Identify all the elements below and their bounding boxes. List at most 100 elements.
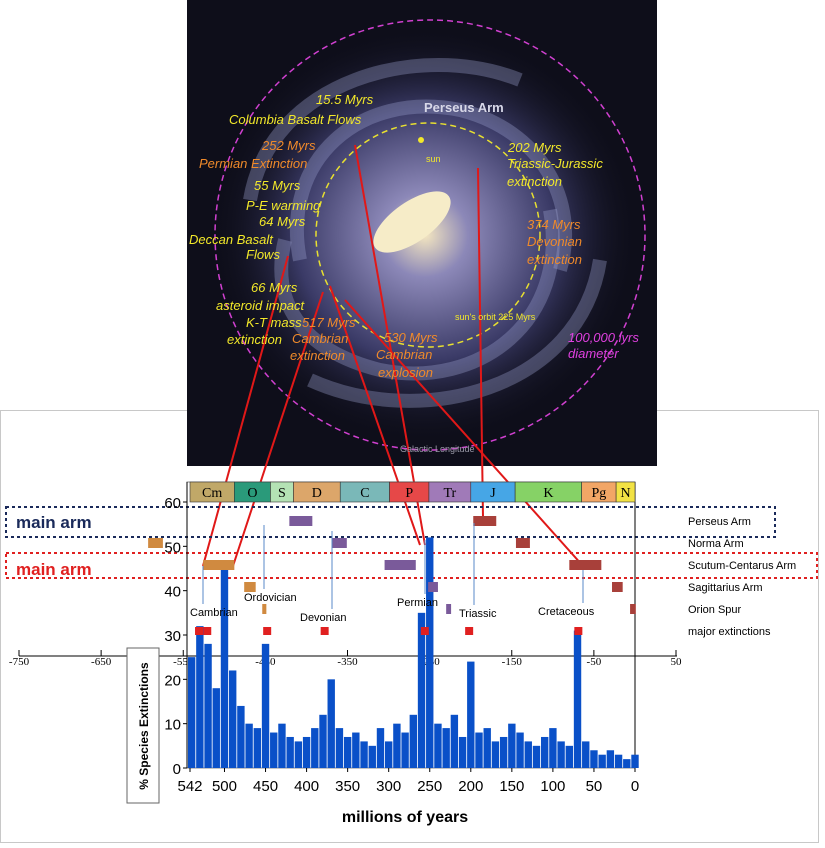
bar [549, 728, 557, 768]
x-tick-label: 300 [376, 778, 401, 795]
y-tick-label: 0 [173, 761, 181, 778]
main-arm-box [5, 506, 776, 538]
bar [253, 728, 262, 768]
arm-segment [428, 582, 438, 592]
arm-segment [262, 604, 267, 614]
x-tick-label: 200 [458, 778, 483, 795]
extinction-marker [195, 627, 204, 635]
y-tick-label: 40 [164, 584, 181, 601]
y-tick-label: 30 [164, 628, 181, 645]
bar [450, 714, 459, 768]
period-label: Pg [591, 486, 606, 501]
x-tick-label: 0 [631, 778, 639, 795]
galaxy-label: Flows [246, 247, 280, 262]
x2-tick-label: -50 [587, 656, 602, 668]
arm-segment [384, 560, 416, 570]
galaxy-label: Triassic-Jurassic [507, 156, 603, 171]
galaxy-label: Columbia Basalt Flows [229, 112, 362, 127]
bar [540, 736, 549, 768]
bar [196, 626, 204, 768]
bar [565, 745, 574, 768]
bar [582, 741, 590, 768]
bar [261, 643, 270, 768]
bar [557, 741, 565, 768]
y-axis-label: % Species Extinctions [137, 662, 151, 790]
bar [491, 741, 500, 768]
arm-segment [515, 538, 530, 548]
extinction-marker [263, 627, 272, 635]
x-tick-label: 350 [335, 778, 360, 795]
galaxy-label: 55 Myrs [254, 178, 301, 193]
link-lines [202, 144, 584, 567]
x2-tick-label: 50 [671, 656, 683, 668]
bar [343, 736, 352, 768]
x-tick-label: 250 [417, 778, 442, 795]
bar [360, 741, 368, 768]
legend-label: Perseus Arm [688, 516, 751, 528]
extinction-marker [465, 627, 474, 635]
bar [508, 723, 516, 768]
galaxy-label: diameter [568, 346, 619, 361]
galaxy-label: 530 Myrs [384, 330, 438, 345]
y-tick-label: 20 [164, 672, 181, 689]
galaxy-label: 15.5 Myrs [316, 92, 374, 107]
bar [606, 750, 615, 768]
galaxy-label: 374 Myrs [527, 217, 581, 232]
bar [384, 741, 393, 768]
y-tick-label: 60 [164, 495, 181, 512]
bar [524, 741, 532, 768]
bar [532, 745, 541, 768]
bar [335, 728, 344, 768]
bar [368, 745, 376, 768]
bar [409, 714, 418, 768]
bar [442, 728, 450, 768]
bar [417, 612, 426, 768]
bar [598, 754, 606, 768]
period-label: N [620, 486, 630, 501]
legend-label: Scutum-Centarus Arm [688, 560, 796, 572]
annotation: Permian [397, 597, 438, 609]
galaxy-label: extinction [527, 252, 582, 267]
period-label: J [490, 486, 496, 501]
galaxy-label: Cambrian [376, 347, 432, 362]
x2-tick-label: -350 [337, 656, 358, 668]
arm-segment [473, 516, 497, 526]
bar [319, 714, 327, 768]
bar [434, 723, 442, 768]
period-label: D [312, 486, 322, 501]
bar [302, 736, 311, 768]
bar [393, 723, 401, 768]
bar [212, 688, 220, 768]
bar [376, 728, 385, 768]
bar [270, 732, 278, 768]
galaxy-label: Deccan Basalt [189, 232, 274, 247]
annotation: Cretaceous [538, 606, 595, 618]
arm-segment [446, 604, 452, 614]
bar [499, 736, 508, 768]
period-label: K [543, 486, 553, 501]
y-tick-label: 10 [164, 717, 181, 734]
main-arm-box [5, 552, 818, 579]
galaxy-label: 252 Myrs [261, 138, 316, 153]
galaxy-label: Permian Extinction [199, 156, 307, 171]
x2-tick-label: -150 [502, 656, 523, 668]
bar [352, 732, 360, 768]
x-axis-label: millions of years [342, 809, 468, 826]
bar [623, 759, 631, 768]
bar [327, 679, 335, 768]
galaxy-label: explosion [378, 365, 433, 380]
galaxy-label: extinction [290, 348, 345, 363]
period-label: O [247, 486, 257, 501]
galaxy-label: P-E warming [246, 198, 321, 213]
arm-label: main arm [16, 513, 92, 532]
period-label: P [405, 486, 413, 501]
bar [311, 728, 319, 768]
period-label: S [278, 486, 286, 501]
arm-segment [569, 560, 602, 570]
annotation: Cambrian [190, 607, 238, 619]
extinction-marker [320, 627, 329, 635]
legend-label: major extinctions [688, 626, 771, 638]
galaxy-label: 517 Myrs [302, 315, 356, 330]
galaxy-label: 66 Myrs [251, 280, 298, 295]
annotation: Devonian [300, 612, 346, 624]
